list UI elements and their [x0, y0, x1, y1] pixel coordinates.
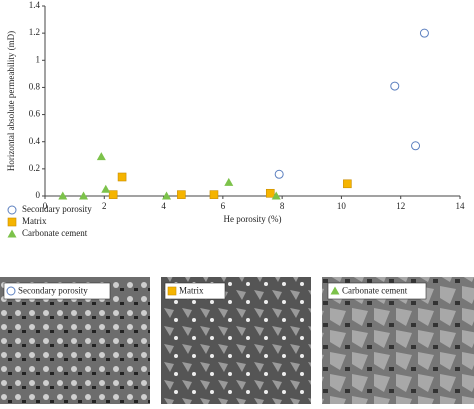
point [177, 190, 186, 199]
panel-label: Carbonate cement [342, 286, 408, 296]
point [162, 191, 172, 200]
y-tick-label: 1 [36, 54, 41, 64]
x-tick-label: 12 [396, 201, 405, 211]
y-tick-label: 1.2 [29, 27, 40, 37]
point [58, 191, 68, 200]
panel-label-box [327, 282, 427, 300]
x-axis-label: He porosity (%) [224, 214, 282, 224]
panel-label: Secondary porosity [18, 286, 88, 296]
legend-label: Secondary porosity [22, 204, 92, 214]
point [117, 172, 127, 182]
panel-marker [167, 286, 177, 296]
legend-label: Carbonate cement [22, 228, 88, 238]
x-tick-label: 10 [337, 201, 347, 211]
y-tick-label: 0.6 [29, 109, 41, 119]
point [101, 184, 111, 193]
x-tick-label: 4 [161, 201, 166, 211]
panel-label-box [3, 282, 111, 300]
y-tick-label: 0.8 [29, 81, 41, 91]
point [274, 169, 284, 179]
x-tick-label: 0 [43, 201, 48, 211]
point [271, 191, 281, 200]
legend-label: Matrix [22, 216, 47, 226]
y-tick-label: 1.4 [29, 0, 41, 10]
point [411, 141, 421, 151]
y-tick-label: 0.2 [29, 163, 40, 173]
panel-marker [330, 286, 340, 295]
point [265, 188, 275, 198]
legend-marker [7, 205, 17, 215]
point [108, 190, 118, 199]
point [224, 177, 234, 186]
point [390, 81, 400, 91]
x-tick-label: 14 [456, 201, 466, 211]
point [79, 191, 89, 200]
x-tick-label: 8 [280, 201, 285, 211]
panel-label: Matrix [179, 286, 204, 296]
y-tick-label: 0.4 [29, 136, 41, 146]
legend-marker [7, 229, 17, 238]
point [419, 28, 429, 38]
y-axis-label: Horizontal absolute permeability (mD) [6, 31, 16, 171]
legend-marker [7, 217, 17, 227]
y-tick-label: 0 [36, 190, 41, 200]
point [343, 179, 352, 189]
x-tick-label: 2 [102, 201, 107, 211]
point [209, 190, 219, 199]
panel-label-box [164, 282, 226, 300]
panel-marker [6, 286, 16, 296]
x-tick-label: 6 [221, 201, 226, 211]
point [96, 152, 106, 161]
